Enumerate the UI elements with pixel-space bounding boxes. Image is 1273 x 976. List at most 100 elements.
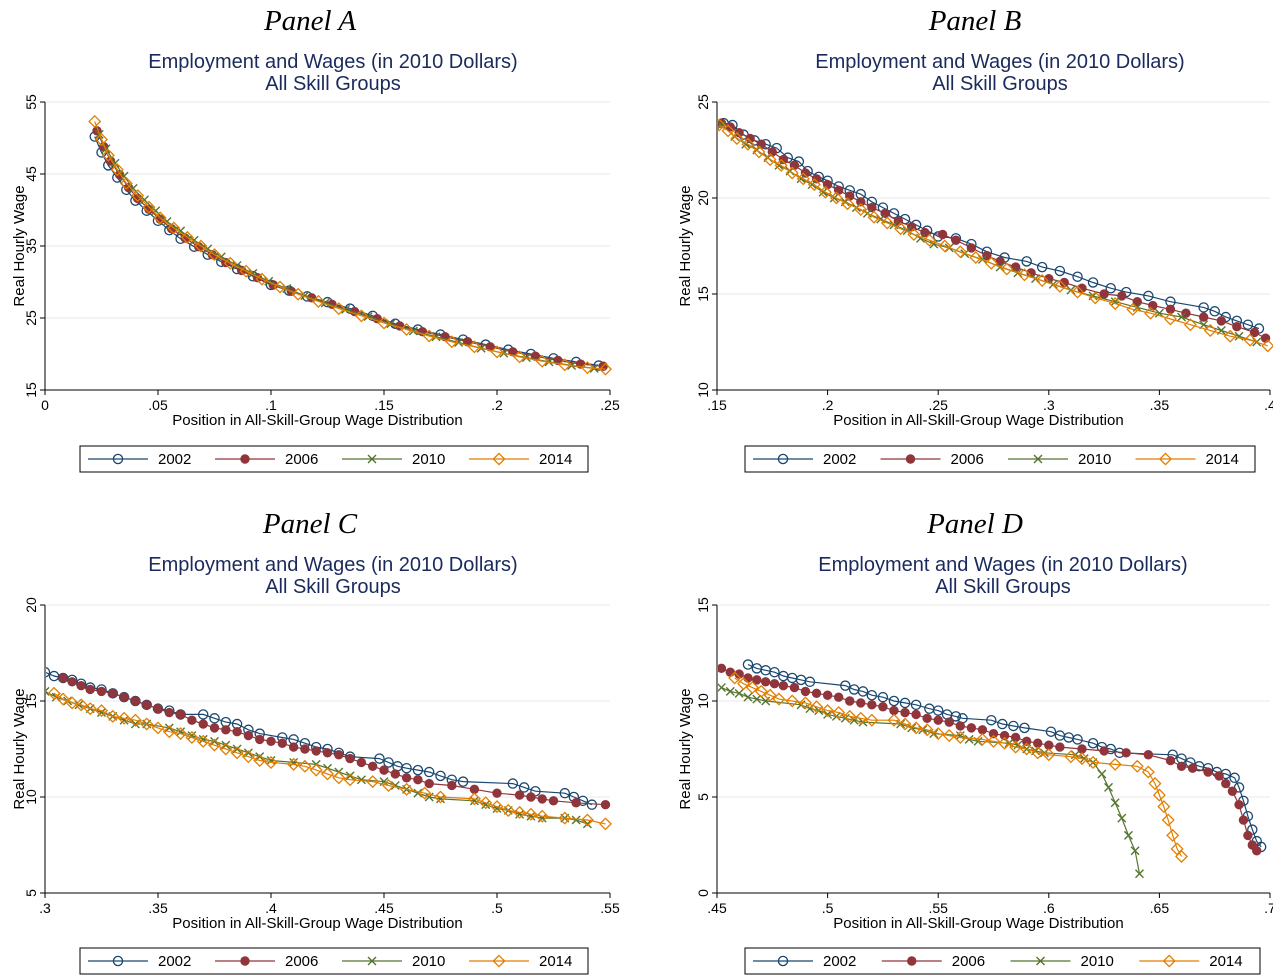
legend-marker: [112, 955, 124, 967]
y-tick-label: 10: [695, 382, 711, 398]
data-point-2002: [1008, 720, 1019, 732]
data-point-2014: [174, 727, 188, 741]
data-point-2014: [741, 137, 755, 151]
data-point-2006: [469, 784, 480, 795]
chart-panel-2: Panel B Employment and Wages (in 2010 Dol…: [677, 5, 1273, 473]
data-point-2014: [106, 709, 120, 723]
data-point-2014: [88, 114, 102, 128]
data-point-2006: [752, 675, 762, 685]
data-point-2006: [1198, 312, 1209, 322]
data-point-2006: [288, 742, 299, 752]
data-point-2014: [535, 354, 549, 368]
legend-marker: [112, 453, 124, 465]
data-point-2002: [997, 718, 1008, 730]
data-point-2014: [969, 251, 983, 265]
data-point-2006: [725, 667, 735, 677]
legend-label: 2006: [285, 451, 318, 468]
data-point-2006: [966, 723, 977, 733]
legend-item-2006: 2006: [881, 953, 985, 970]
data-point-2002: [383, 757, 394, 768]
data-point-2014: [1031, 746, 1045, 760]
data-point-2002: [1087, 737, 1099, 749]
data-point-2006: [1238, 815, 1249, 825]
data-point-2002: [1209, 306, 1220, 317]
data-point-2002: [1072, 734, 1083, 745]
data-point-2014: [207, 248, 222, 262]
legend-item-2010: 2010: [1010, 953, 1114, 970]
legend-marker: [492, 452, 506, 466]
data-point-2014: [94, 704, 109, 718]
data-point-2006: [995, 256, 1005, 267]
y-tick-label: 15: [23, 382, 39, 398]
series-line-2014: [718, 124, 1268, 347]
data-point-2002: [46, 667, 51, 678]
data-point-2014: [524, 807, 538, 821]
x-tick-label: .55: [928, 900, 948, 916]
data-point-2006: [743, 673, 753, 683]
data-point-2014: [513, 805, 527, 819]
x-tick-label: .25: [928, 397, 948, 413]
data-point-2010: [1097, 769, 1107, 779]
panel-label: Panel A: [263, 5, 356, 37]
legend-marker: [492, 954, 506, 968]
data-point-2014: [763, 688, 777, 702]
data-point-2006: [266, 736, 276, 747]
data-point-2006: [198, 719, 208, 729]
data-point-2002: [950, 711, 962, 722]
chart-title: Employment and Wages (in 2010 Dollars): [148, 51, 517, 73]
data-point-2006: [800, 168, 811, 178]
data-point-2014: [598, 362, 612, 376]
legend-label: 2006: [951, 451, 984, 468]
data-point-2006: [187, 715, 197, 725]
data-point-2014: [953, 245, 967, 259]
data-point-2006: [548, 796, 559, 806]
data-point-2014: [1108, 757, 1122, 771]
data-point-2014: [1064, 750, 1078, 764]
data-point-2014: [737, 677, 751, 691]
data-point-2014: [1126, 302, 1140, 316]
y-axis-title: Real Hourly Wage: [11, 185, 28, 306]
data-point-2014: [880, 216, 894, 230]
data-point-2002: [1198, 302, 1209, 313]
data-point-2014: [332, 771, 346, 785]
data-point-2014: [153, 211, 167, 225]
data-point-2014: [1175, 850, 1189, 864]
data-point-2002: [559, 787, 571, 799]
data-point-2010: [46, 686, 50, 696]
series-2006: [718, 663, 1262, 856]
data-point-2014: [94, 132, 109, 146]
data-point-2010: [176, 226, 186, 236]
data-point-2014: [1148, 777, 1162, 791]
data-point-2014: [798, 696, 812, 710]
legend-marker: [1036, 956, 1045, 966]
panel-label: Panel B: [928, 5, 1022, 37]
legend-label: 2014: [1209, 953, 1242, 970]
data-point-2002: [457, 776, 469, 787]
data-point-2014: [1163, 312, 1177, 326]
data-point-2002: [1072, 271, 1083, 282]
data-point-2014: [975, 732, 989, 746]
data-point-2006: [1117, 291, 1127, 301]
y-tick-label: 15: [695, 597, 711, 613]
data-point-2014: [1223, 329, 1237, 343]
data-point-2006: [1165, 755, 1176, 766]
x-axis-title: Position in All-Skill-Group Wage Distrib…: [833, 412, 1123, 429]
legend-label: 2014: [539, 953, 572, 970]
data-point-2014: [898, 717, 912, 731]
y-axis-title: Real Hourly Wage: [11, 688, 28, 809]
legend-marker: [777, 955, 789, 967]
data-point-2010: [356, 775, 366, 785]
data-point-2014: [810, 700, 824, 714]
data-point-2014: [998, 736, 1012, 750]
y-tick-label: 10: [23, 789, 39, 805]
data-point-2002: [374, 753, 385, 764]
data-point-2014: [185, 730, 199, 744]
data-point-2014: [1141, 765, 1155, 779]
data-point-2014: [400, 782, 414, 796]
data-point-2014: [807, 178, 821, 192]
data-point-2014: [1086, 755, 1100, 769]
data-point-2002: [866, 689, 878, 701]
data-point-2006: [67, 677, 77, 687]
data-point-2014: [986, 734, 1001, 748]
data-point-2014: [721, 124, 735, 138]
